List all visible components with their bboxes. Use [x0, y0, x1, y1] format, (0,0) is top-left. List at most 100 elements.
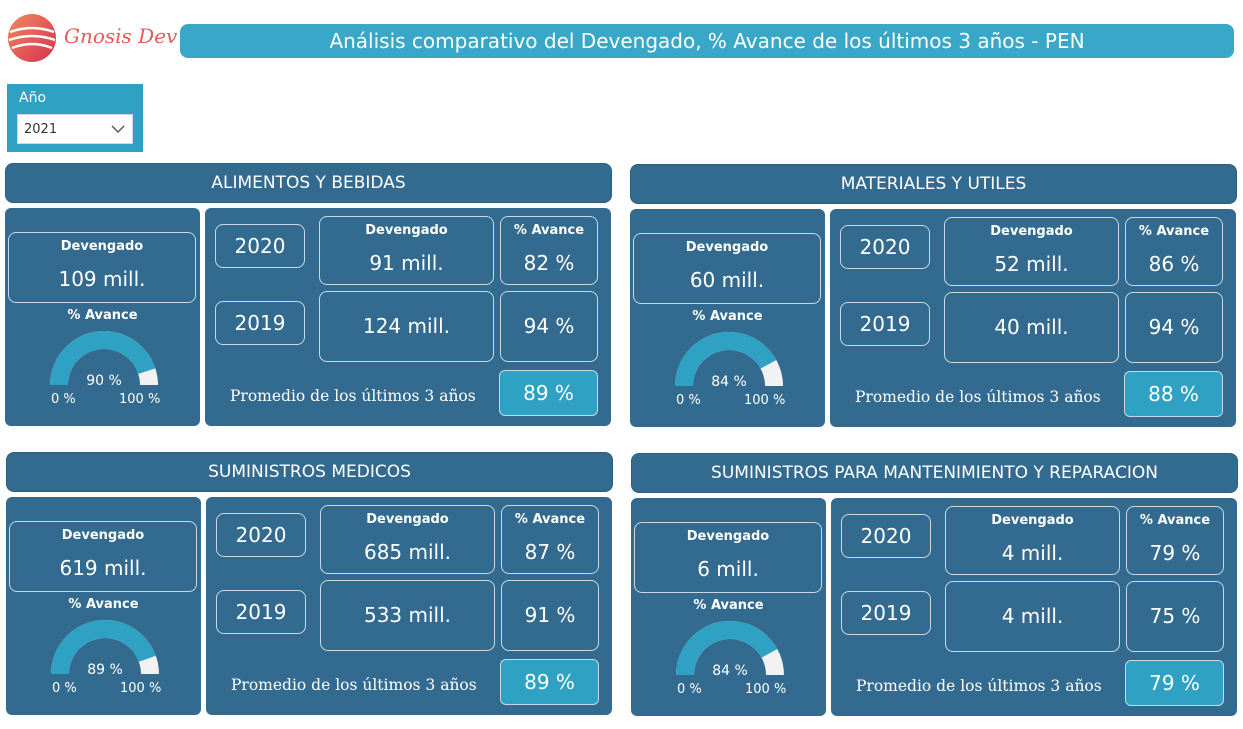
- avance-2020-card: % Avance 82 %: [500, 216, 598, 285]
- section-title: SUMINISTROS MEDICOS: [6, 452, 613, 492]
- devengado-label: Devengado: [366, 512, 449, 527]
- logo-sphere-icon: [8, 14, 56, 62]
- section-materiales-y-utiles: MATERIALES Y UTILES Devengado 60 mill. %…: [630, 164, 1237, 429]
- avance-2020-value: 86 %: [1148, 252, 1200, 276]
- avance-gauge: 90 %: [50, 331, 158, 389]
- avance-2020-card: % Avance 86 %: [1125, 217, 1223, 286]
- year-2020-card: 2020: [841, 514, 931, 558]
- year-2019-card: 2019: [840, 302, 930, 346]
- history-panel: 2020 Devengado 91 mill. % Avance 82 % 20…: [205, 208, 611, 426]
- devengado-card: Devengado 109 mill.: [8, 232, 196, 303]
- devengado-2019-value: 4 mill.: [1001, 604, 1064, 628]
- history-panel: 2020 Devengado 4 mill. % Avance 79 % 201…: [831, 498, 1237, 716]
- devengado-2020-value: 52 mill.: [994, 252, 1069, 276]
- year-dropdown-value: 2021: [24, 121, 58, 137]
- summary-panel: Devengado 619 mill. % Avance 89 % 0 % 10…: [6, 497, 201, 715]
- devengado-value: 619 mill.: [59, 556, 147, 580]
- avance-label: % Avance: [693, 598, 764, 613]
- avance-2019-card: 75 %: [1126, 581, 1224, 652]
- promedio-value: 89 %: [500, 659, 599, 705]
- devengado-label: Devengado: [61, 528, 145, 543]
- devengado-value: 6 mill.: [697, 557, 759, 581]
- gauge-fill: [51, 620, 156, 674]
- avance-gauge: 89 %: [51, 620, 159, 678]
- history-panel: 2020 Devengado 685 mill. % Avance 87 % 2…: [206, 497, 612, 715]
- avance-2019-value: 94 %: [523, 314, 575, 338]
- summary-panel: Devengado 60 mill. % Avance 84 % 0 % 100…: [630, 209, 825, 427]
- gauge-fill: [676, 621, 778, 675]
- devengado-2020-value: 4 mill.: [1001, 541, 1064, 565]
- avance-2019-card: 94 %: [1125, 292, 1223, 363]
- gauge-value: 84 %: [711, 374, 747, 390]
- avance-label: % Avance: [68, 597, 139, 612]
- devengado-value: 60 mill.: [689, 268, 765, 292]
- avance-2019-value: 91 %: [524, 603, 576, 627]
- devengado-2019-value: 124 mill.: [362, 314, 451, 338]
- devengado-label: Devengado: [60, 239, 144, 254]
- year-2020-card: 2020: [840, 225, 930, 269]
- section-suministros-mantenimiento: SUMINISTROS PARA MANTENIMIENTO Y REPARAC…: [631, 453, 1238, 718]
- devengado-value: 109 mill.: [58, 267, 146, 291]
- promedio-value: 88 %: [1124, 371, 1223, 417]
- avance-2020-value: 79 %: [1149, 541, 1201, 565]
- avance-2020-card: % Avance 87 %: [501, 505, 599, 574]
- devengado-card: Devengado 60 mill.: [633, 233, 821, 304]
- avance-gauge: 84 %: [675, 332, 783, 390]
- section-suministros-medicos: SUMINISTROS MEDICOS Devengado 619 mill. …: [6, 452, 613, 717]
- section-title: MATERIALES Y UTILES: [630, 164, 1237, 204]
- gauge-value: 89 %: [87, 662, 123, 678]
- avance-2020-value: 82 %: [523, 251, 575, 275]
- gauge-value: 90 %: [86, 373, 122, 389]
- summary-panel: Devengado 109 mill. % Avance 90 % 0 % 10…: [5, 208, 200, 426]
- promedio-label: Promedio de los últimos 3 años: [856, 677, 1102, 695]
- devengado-2020-card: Devengado 4 mill.: [945, 506, 1120, 575]
- gauge-max-label: 100 %: [120, 681, 162, 696]
- page-title: Análisis comparativo del Devengado, % Av…: [180, 24, 1234, 58]
- devengado-label: Devengado: [991, 513, 1074, 528]
- avance-label: % Avance: [1138, 224, 1210, 239]
- year-2020-card: 2020: [216, 513, 306, 557]
- promedio-value: 79 %: [1125, 660, 1224, 706]
- devengado-2019-card: 124 mill.: [319, 291, 494, 362]
- logo-text: Gnosis Dev: [64, 24, 178, 48]
- avance-label: % Avance: [513, 223, 585, 238]
- avance-label: % Avance: [67, 308, 138, 323]
- section-title: ALIMENTOS Y BEBIDAS: [5, 163, 612, 203]
- devengado-2019-value: 533 mill.: [363, 603, 452, 627]
- avance-label: % Avance: [692, 309, 763, 324]
- gauge-max-label: 100 %: [745, 682, 787, 697]
- devengado-card: Devengado 619 mill.: [9, 521, 197, 592]
- devengado-2020-value: 91 mill.: [369, 251, 444, 275]
- year-2019-card: 2019: [841, 591, 931, 635]
- gauge-min-label: 0 %: [677, 682, 702, 697]
- promedio-label: Promedio de los últimos 3 años: [230, 387, 476, 405]
- section-alimentos-y-bebidas: ALIMENTOS Y BEBIDAS Devengado 109 mill. …: [5, 163, 612, 428]
- gauge-fill: [675, 332, 777, 386]
- devengado-label: Devengado: [365, 223, 448, 238]
- avance-2020-value: 87 %: [524, 540, 576, 564]
- summary-panel: Devengado 6 mill. % Avance 84 % 0 % 100 …: [631, 498, 826, 716]
- year-dropdown[interactable]: 2021: [17, 114, 133, 144]
- gauge-max-label: 100 %: [119, 392, 161, 407]
- devengado-label: Devengado: [990, 224, 1073, 239]
- devengado-2020-card: Devengado 52 mill.: [944, 217, 1119, 286]
- promedio-value: 89 %: [499, 370, 598, 416]
- devengado-2019-card: 4 mill.: [945, 581, 1120, 652]
- devengado-label: Devengado: [685, 240, 769, 255]
- devengado-2019-value: 40 mill.: [994, 315, 1069, 339]
- chevron-down-icon: [111, 125, 125, 133]
- devengado-2020-card: Devengado 685 mill.: [320, 505, 495, 574]
- devengado-2019-card: 40 mill.: [944, 292, 1119, 363]
- gauge-fill: [50, 331, 156, 385]
- gauge-min-label: 0 %: [676, 393, 701, 408]
- avance-label: % Avance: [514, 512, 586, 527]
- slicer-label: Año: [19, 90, 47, 106]
- promedio-label: Promedio de los últimos 3 años: [231, 676, 477, 694]
- year-slicer: Año 2021: [7, 84, 143, 152]
- avance-2019-card: 94 %: [500, 291, 598, 362]
- devengado-2019-card: 533 mill.: [320, 580, 495, 651]
- gauge-max-label: 100 %: [744, 393, 786, 408]
- avance-2019-card: 91 %: [501, 580, 599, 651]
- history-panel: 2020 Devengado 52 mill. % Avance 86 % 20…: [830, 209, 1236, 427]
- gauge-min-label: 0 %: [51, 392, 76, 407]
